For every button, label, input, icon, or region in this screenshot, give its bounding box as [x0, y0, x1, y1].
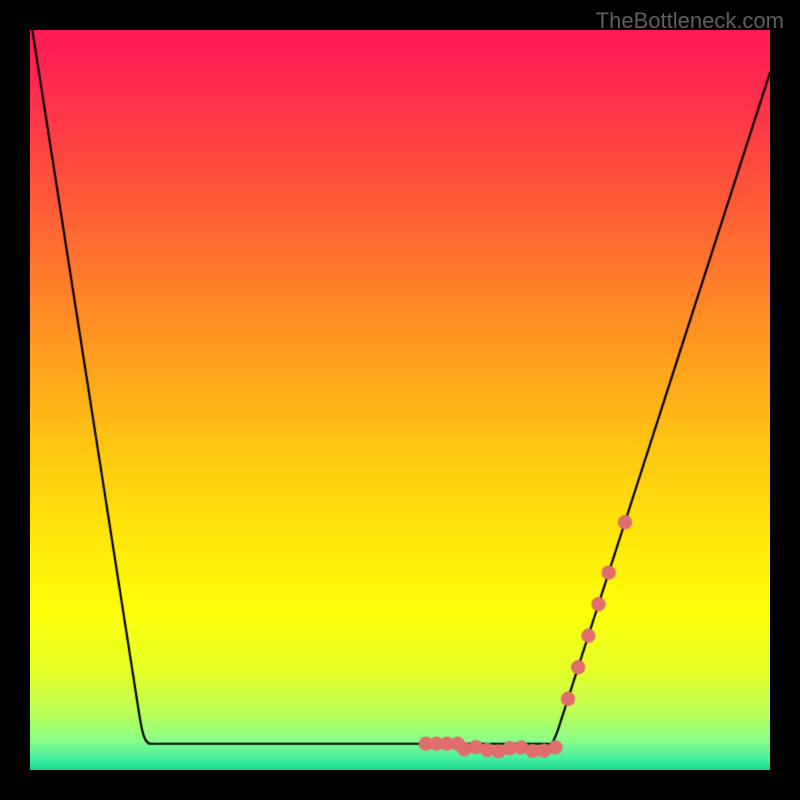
watermark-text: TheBottleneck.com	[596, 8, 784, 34]
bottleneck-chart-canvas	[30, 30, 770, 770]
stage: TheBottleneck.com	[0, 0, 800, 800]
plot-area	[30, 30, 770, 770]
